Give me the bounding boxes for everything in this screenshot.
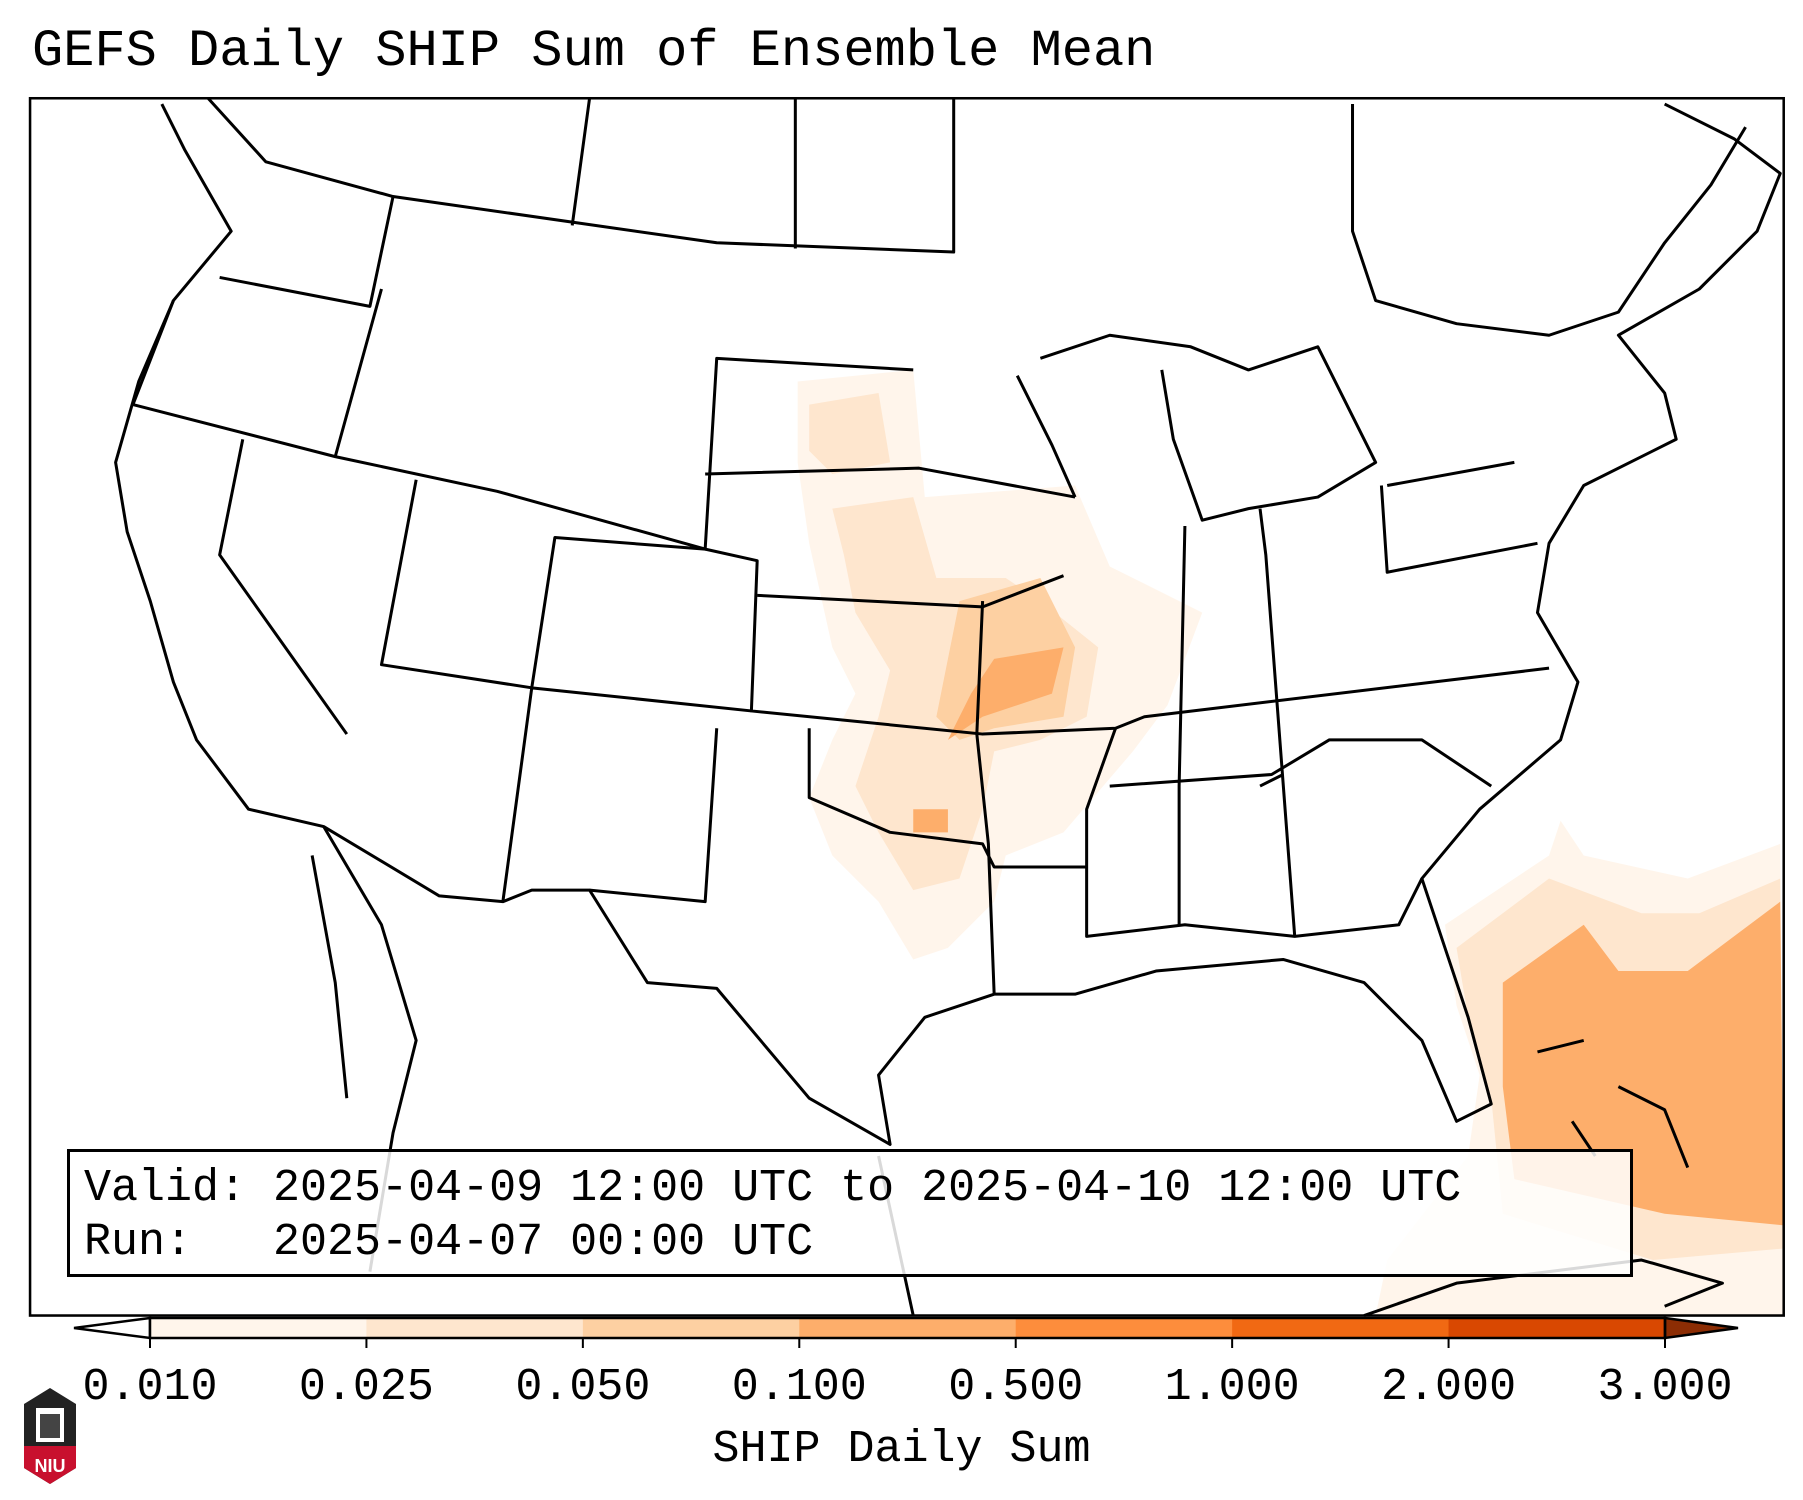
colorbar-segment (1232, 1318, 1450, 1338)
valid-run-box: Valid: 2025-04-09 12:00 UTC to 2025-04-1… (67, 1149, 1633, 1277)
colorbar-segment (150, 1318, 367, 1338)
colorbar-max-extend (1663, 1316, 1739, 1340)
colorbar-tick-label: 3.000 (1597, 1362, 1733, 1413)
colorbar-outline (148, 1316, 1667, 1340)
colorbar-tick-label: 1.000 (1164, 1362, 1300, 1413)
colorbar-tick-label: 0.025 (298, 1362, 434, 1413)
colorbar-tick-label: 2.000 (1381, 1362, 1517, 1413)
run-value: 2025-04-07 00:00 UTC (273, 1217, 814, 1268)
colorbar-tick-label: 0.500 (948, 1362, 1084, 1413)
colorbar-segment (366, 1318, 584, 1338)
map-title: GEFS Daily SHIP Sum of Ensemble Mean (32, 22, 1156, 81)
borders (114, 97, 1782, 1317)
valid-value: 2025-04-09 12:00 UTC to 2025-04-10 12:00… (273, 1163, 1462, 1214)
colorbar-tick-label: 0.010 (82, 1362, 218, 1413)
svg-text:NIU: NIU (35, 1456, 66, 1476)
map-frame (28, 96, 1785, 1317)
colorbar-label: SHIP Daily Sum (712, 1424, 1091, 1475)
ship-shading (797, 369, 1784, 1316)
niu-logo: NIU (24, 1388, 76, 1484)
colorbar (73, 1316, 1739, 1348)
colorbar-tick-label: 0.050 (515, 1362, 651, 1413)
colorbar-min-extend (73, 1316, 152, 1340)
colorbar-segment (799, 1318, 1017, 1338)
colorbar-segment (1448, 1318, 1666, 1338)
colorbar-tick-label: 0.100 (731, 1362, 867, 1413)
valid-label: Valid: (84, 1163, 247, 1214)
colorbar-segment (582, 1318, 800, 1338)
colorbar-segment (1015, 1318, 1233, 1338)
run-label: Run: (84, 1217, 193, 1268)
